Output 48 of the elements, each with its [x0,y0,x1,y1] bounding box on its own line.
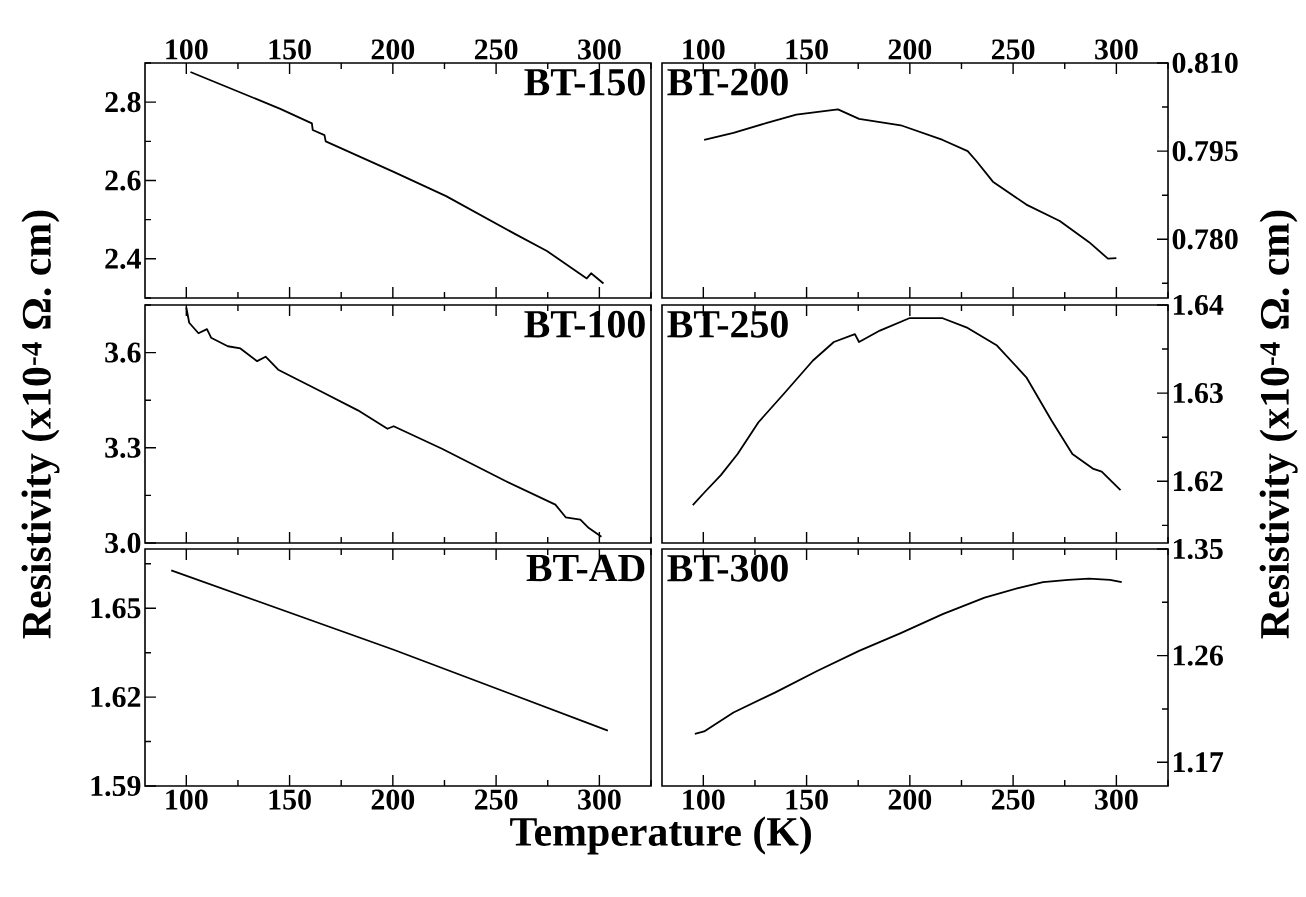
chart-title: BT-250 [667,310,788,338]
x-axis-title: Temperature (K) [510,816,811,855]
y-tick-label: 0.795 [1172,140,1238,162]
y-tick-label: 1.62 [91,687,141,708]
y-tick-label: 1.59 [91,775,141,797]
x-tick-label: 300 [578,39,621,60]
y-tick-label: 1.64 [1173,294,1224,316]
x-tick-label: 150 [786,39,828,60]
x-tick-label: 250 [991,39,1035,60]
y-tick-label: 1.62 [1173,471,1223,492]
chart-title: BT-200 [667,68,788,96]
y-tick-label: 2.4 [105,248,141,269]
x-tick-label: 250 [991,789,1035,810]
x-tick-label: 300 [1095,789,1138,810]
y-tick-label: 2.8 [105,92,141,113]
x-tick-label: 100 [683,789,725,810]
x-tick-label: 100 [166,789,208,810]
chart-title: BT-150 [524,68,645,96]
x-tick-label: 100 [683,39,725,60]
y-tick-label: 0.780 [1172,229,1238,250]
y-tick-label: 1.26 [1173,645,1223,666]
x-tick-label: 300 [1095,39,1138,60]
x-tick-label: 200 [371,39,415,60]
y-tick-label: 0.810 [1172,52,1238,74]
x-tick-label: 150 [786,789,828,810]
x-tick-label: 200 [888,789,932,810]
y-tick-label: 1.65 [91,598,141,619]
y-tick-label: 1.17 [1173,752,1224,773]
x-tick-label: 250 [474,789,518,810]
x-tick-label: 150 [269,789,311,810]
y-tick-label: 1.63 [1173,383,1223,404]
y-tick-label: 3.0 [105,532,141,554]
line-series [703,108,1118,260]
y-tick-label: 3.3 [105,437,141,458]
y-tick-label: 2.6 [105,170,141,191]
y-tick-label: 3.6 [105,342,141,363]
y-axis-title: Resistivity (x10$^{-4}$ Ω. cm) [21,210,60,639]
y-axis-title: Resistivity (x10$^{-4}$ Ω. cm) [1259,210,1298,639]
chart-title: BT-100 [524,310,645,338]
x-tick-label: 250 [474,39,518,60]
x-tick-label: 300 [578,789,621,810]
y-tick-label: 1.35 [1173,538,1223,560]
x-tick-label: 100 [166,39,208,60]
x-tick-label: 150 [269,39,311,60]
x-tick-label: 200 [371,789,415,810]
x-tick-label: 200 [888,39,932,60]
chart-title: BT-300 [667,554,788,582]
chart-title: BT-AD [526,554,645,582]
